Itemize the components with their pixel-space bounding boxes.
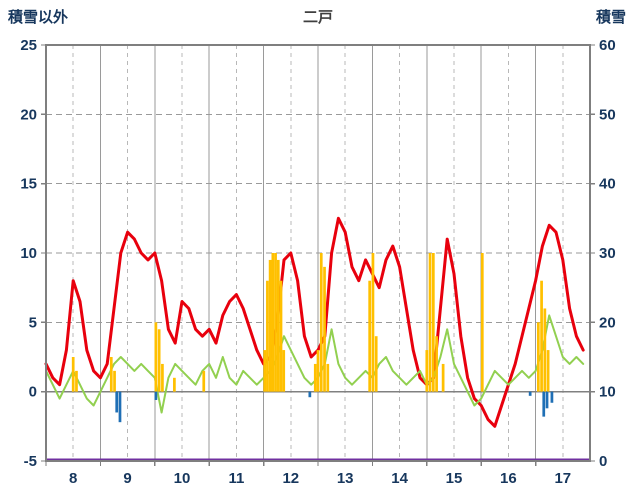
tick-label-left: 0 [29, 384, 37, 401]
tick-label-left: 15 [20, 176, 37, 193]
chart-title: 二戸 [302, 9, 333, 26]
orange-bar [536, 322, 540, 392]
blue-bar [118, 391, 122, 423]
tick-label-right: 30 [599, 245, 616, 262]
tick-label-x: 9 [123, 470, 131, 487]
orange-bar [431, 253, 435, 392]
orange-bar [113, 370, 116, 392]
blue-bar [115, 391, 119, 413]
orange-bar [374, 336, 378, 392]
orange-bar [202, 370, 206, 392]
orange-bar [428, 253, 432, 392]
tick-label-right: 60 [599, 37, 616, 54]
tick-label-x: 15 [446, 470, 463, 487]
orange-bar [543, 308, 547, 392]
tick-label-left: -5 [24, 453, 37, 470]
orange-bar [271, 253, 275, 392]
tick-label-x: 8 [69, 470, 77, 487]
orange-bar [279, 280, 283, 392]
red-line [44, 216, 585, 428]
tick-label-x: 10 [174, 470, 191, 487]
blue-bar [550, 391, 554, 403]
orange-bar [282, 350, 286, 392]
orange-bar [435, 336, 438, 392]
tick-label-x: 17 [554, 470, 571, 487]
orange-bar [316, 350, 320, 392]
orange-bar [323, 266, 326, 392]
tick-label-right: 40 [599, 176, 616, 193]
tick-label-left: 25 [20, 37, 37, 54]
tick-label-right: 10 [599, 384, 616, 401]
orange-bar [480, 253, 484, 392]
orange-bar [263, 350, 267, 392]
orange-bar [274, 253, 277, 392]
tick-label-right: 50 [599, 106, 616, 123]
orange-bar [441, 363, 445, 392]
orange-bar [319, 253, 323, 392]
orange-bar [154, 322, 158, 392]
orange-bar [326, 363, 330, 392]
blue-bar [308, 391, 312, 398]
tick-label-x: 13 [337, 470, 354, 487]
orange-bar [266, 280, 269, 392]
blue-bar [545, 391, 549, 409]
blue-bar [542, 391, 546, 417]
blue-bar [154, 391, 158, 400]
orange-bar [157, 329, 161, 392]
orange-bar [161, 363, 164, 392]
orange-bar [540, 280, 543, 392]
tick-label-left: 5 [29, 314, 37, 331]
tick-label-x: 14 [391, 470, 408, 487]
tick-label-left: 20 [20, 106, 37, 123]
orange-bar [368, 280, 372, 392]
left-axis-title: 積雪以外 [8, 9, 69, 26]
orange-bar [173, 377, 176, 392]
tick-label-right: 20 [599, 314, 616, 331]
orange-bar [276, 259, 280, 392]
tick-label-x: 16 [500, 470, 517, 487]
blue-bar [528, 391, 532, 396]
orange-bar [109, 357, 113, 392]
right-axis-title: 積雪 [595, 9, 626, 26]
tick-label-right: 0 [599, 453, 607, 470]
tick-label-x: 11 [228, 470, 244, 487]
orange-bar [371, 253, 375, 392]
orange-bar [71, 357, 75, 392]
orange-bar [75, 370, 78, 392]
tick-label-x: 12 [282, 470, 299, 487]
orange-bar [268, 259, 272, 392]
tick-label-left: 10 [20, 245, 37, 262]
orange-bar [425, 350, 429, 392]
orange-bar [546, 350, 550, 392]
orange-bar [313, 363, 317, 392]
